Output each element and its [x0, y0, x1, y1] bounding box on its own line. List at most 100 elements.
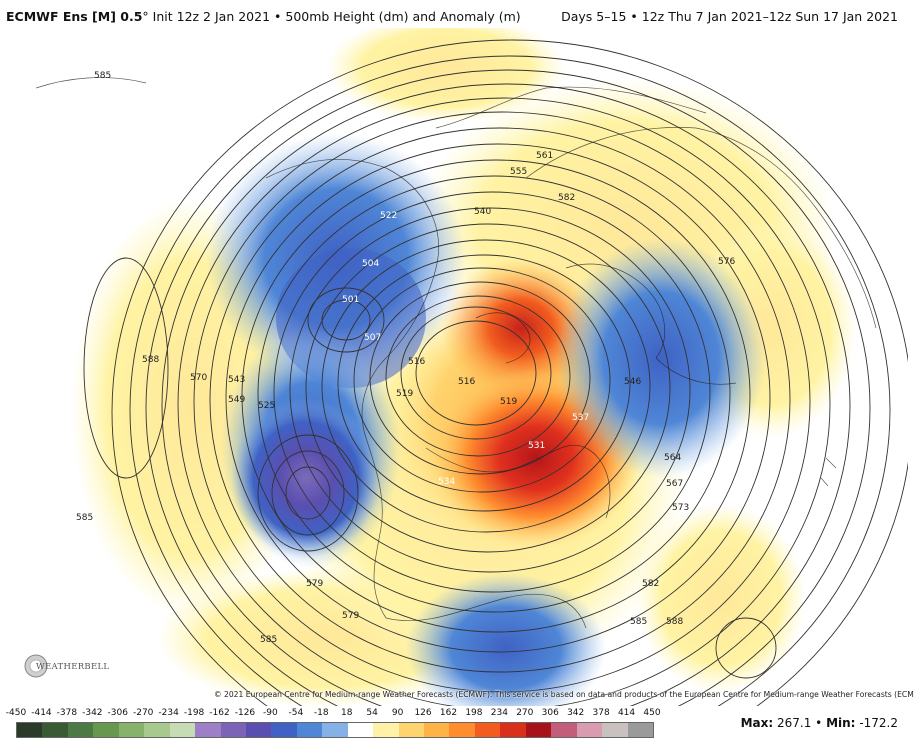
legend-tick-label: -234: [158, 708, 179, 718]
legend-tick-label: -378: [56, 708, 78, 718]
header-bar: ECMWF Ens [M] 0.5° Init 12z 2 Jan 2021 •…: [0, 0, 914, 28]
legend-swatch: [627, 723, 653, 737]
legend-tick-label: 162: [439, 708, 458, 718]
legend-tick-labels: -450 -414 -378 -342 -306 -270 -234 -198 -162 -126…: [6, 708, 661, 722]
contour-label: 534: [438, 477, 455, 487]
contour-label: 573: [672, 503, 689, 513]
legend-swatch: [474, 723, 501, 737]
contour-label: 579: [306, 579, 323, 589]
legend-tick-label: -90: [263, 708, 278, 718]
legend-swatch: [576, 723, 603, 737]
legend-tick-label: -18: [313, 708, 329, 718]
contour-label: 555: [510, 167, 527, 177]
legend-tick-label: 342: [567, 708, 585, 718]
contour-label: 588: [142, 355, 159, 365]
contour-label: 546: [624, 377, 641, 387]
contour-label: 579: [342, 611, 359, 621]
model-name: ECMWF Ens [M] 0.5: [6, 9, 143, 24]
weatherbell-logo: WEATHERBELL: [22, 648, 109, 688]
legend-swatch: [17, 723, 43, 737]
legend-swatch: [449, 723, 475, 737]
legend-swatch: [373, 723, 399, 737]
contour-label: 564: [664, 453, 681, 463]
legend-tick-label: -270: [132, 708, 154, 718]
contour-label: 582: [558, 193, 575, 203]
contour-label: 576: [718, 257, 735, 267]
color-legend-bar: [16, 722, 654, 738]
contour-label: 588: [666, 617, 683, 627]
legend-swatch: [525, 723, 552, 737]
contour-label: 537: [572, 413, 589, 423]
degree-symbol: °: [142, 9, 149, 24]
legend-swatch: [93, 723, 119, 737]
legend-swatch: [169, 723, 196, 737]
legend-tick-label: -342: [82, 708, 103, 718]
legend-swatch: [42, 723, 68, 737]
copyright-notice: © 2021 European Centre for Medium-range …: [214, 690, 914, 699]
max-label: Max:: [740, 716, 774, 730]
max-min-separator: •: [815, 716, 823, 730]
legend-swatch: [347, 723, 374, 737]
legend-swatch: [322, 723, 348, 737]
height-contours: [83, 39, 908, 706]
min-label: Min:: [826, 716, 856, 730]
legend-tick-label: -198: [183, 708, 205, 718]
contour-label: 585: [630, 617, 647, 627]
legend-tick-label: 18: [340, 708, 353, 718]
legend-tick-label: 234: [490, 708, 508, 718]
legend-tick-label: 198: [465, 708, 483, 718]
map-outlines: [35, 77, 877, 629]
contour-label: 585: [94, 71, 111, 81]
legend-swatch: [67, 723, 94, 737]
contour-label: 519: [500, 397, 517, 407]
legend-tick-label: 378: [592, 708, 610, 718]
field-description: 500mb Height (dm) and Anomaly (m): [285, 9, 521, 24]
contour-label: 549: [228, 395, 245, 405]
contour-label: 561: [536, 151, 553, 161]
max-min-readout: Max: 267.1 • Min: -172.2: [741, 716, 898, 730]
legend-swatch: [424, 723, 450, 737]
legend-swatch: [551, 723, 577, 737]
anomaly-map[interactable]: 585 588 570 543 549 525 522 504 501 507 …: [6, 28, 908, 706]
legend-swatch: [296, 723, 323, 737]
valid-time-range: 12z Thu 7 Jan 2021–12z Sun 17 Jan 2021: [641, 9, 898, 24]
contour-label: 543: [228, 375, 245, 385]
legend-tick-label: -414: [31, 708, 52, 718]
contour-label: 582: [642, 579, 659, 589]
contour-label: 522: [380, 211, 397, 221]
legend-tick-label: 306: [541, 708, 559, 718]
map-title: ECMWF Ens [M] 0.5° Init 12z 2 Jan 2021 •…: [6, 9, 521, 24]
legend-tick-label: 414: [617, 708, 636, 718]
range-bullet: •: [630, 9, 638, 24]
map-panel[interactable]: 585 588 570 543 549 525 522 504 501 507 …: [6, 28, 908, 706]
legend-swatch: [144, 723, 170, 737]
contour-label: 507: [364, 333, 381, 343]
contour-label-group: 585 588 570 543 549 525 522 504 501 507 …: [76, 71, 735, 645]
contour-label: 519: [396, 389, 413, 399]
legend-swatch: [271, 723, 297, 737]
legend-swatch: [245, 723, 272, 737]
legend-tick-label: -306: [107, 708, 128, 718]
legend-tick-label: 90: [391, 708, 404, 718]
legend-swatch: [500, 723, 526, 737]
legend-swatch: [220, 723, 246, 737]
legend-swatch: [195, 723, 221, 737]
legend-swatch: [118, 723, 145, 737]
legend-tick-label: 270: [516, 708, 534, 718]
legend-tick-label: 450: [643, 708, 661, 718]
legend-tick-label: -54: [288, 708, 304, 718]
contour-label: 567: [666, 479, 683, 489]
contour-label: 540: [474, 207, 491, 217]
legend-swatch: [602, 723, 628, 737]
contour-label: 531: [528, 441, 545, 451]
contour-label: 525: [258, 401, 275, 411]
logo-emblem-icon: [24, 654, 48, 678]
legend-tick-label: 126: [414, 708, 432, 718]
contour-label: 585: [76, 513, 93, 523]
legend-tick-label: 54: [366, 708, 378, 718]
legend-tick-label: -162: [209, 708, 230, 718]
logo-text: WEATHERBELL: [36, 662, 110, 672]
contour-label: 504: [362, 259, 379, 269]
contour-label: 570: [190, 373, 207, 383]
min-value: -172.2: [859, 716, 898, 730]
